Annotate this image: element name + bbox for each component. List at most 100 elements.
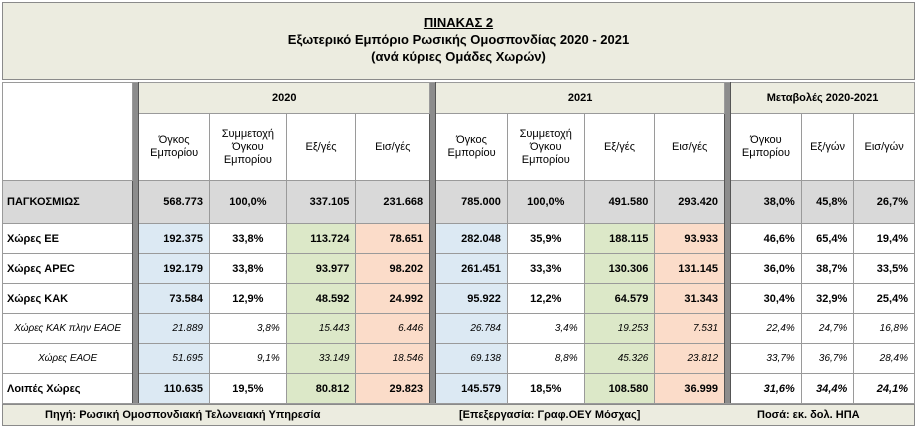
cell-volume-2021: 26.784 — [435, 313, 508, 344]
cell-imports-change: 28,4% — [853, 343, 915, 374]
table-row: Χώρες APEC 192.179 33,8% 93.977 98.202 2… — [1, 253, 915, 284]
cell-imports-2021: 31.343 — [654, 283, 726, 314]
table-row: Χώρες ΕΕ 192.375 33,8% 113.724 78.651 28… — [1, 223, 915, 254]
cell-exports-change: 38,7% — [800, 253, 855, 284]
cell-volume-2021: 261.451 — [435, 253, 508, 284]
cell-exports-2021: 64.579 — [583, 283, 656, 314]
cell-volume-change: 36,0% — [730, 253, 802, 284]
col-volume-2020: Όγκος Εμπορίου — [138, 113, 210, 181]
cell-volume-2020: 110.635 — [138, 373, 210, 404]
cell-volume-2021: 95.922 — [435, 283, 508, 314]
cell-imports-2021: 293.420 — [654, 180, 726, 224]
cell-volume-change: 31,6% — [730, 373, 802, 404]
cell-exports-2020: 48.592 — [285, 283, 357, 314]
col-imports-2020: Εισ/γές — [355, 113, 431, 181]
col-imports-2021: Εισ/γές — [654, 113, 726, 181]
cell-imports-2020: 98.202 — [355, 253, 431, 284]
col-volume-2021: Όγκος Εμπορίου — [435, 113, 508, 181]
cell-volume-change: 38,0% — [730, 180, 802, 224]
cell-imports-change: 33,5% — [853, 253, 915, 284]
cell-share-2021: 18,5% — [506, 373, 585, 404]
cell-share-2021: 3,4% — [506, 313, 585, 344]
table-row: Λοιπές Χώρες 110.635 19,5% 80.812 29.823… — [1, 373, 915, 404]
row-label: Χώρες APEC — [1, 253, 134, 284]
cell-exports-change: 36,7% — [800, 343, 855, 374]
cell-exports-change: 34,4% — [800, 373, 855, 404]
cell-imports-2021: 23.812 — [654, 343, 726, 374]
cell-imports-2020: 78.651 — [355, 223, 431, 254]
row-label: Λοιπές Χώρες — [1, 373, 134, 404]
cell-volume-change: 22,4% — [730, 313, 802, 344]
cell-imports-change: 16,8% — [853, 313, 915, 344]
cell-imports-2021: 7.531 — [654, 313, 726, 344]
cell-imports-2021: 36.999 — [654, 373, 726, 404]
table-row: Χώρες ΕΑΟΕ 51.695 9,1% 33.149 18.546 69.… — [1, 343, 915, 374]
cell-exports-change: 24,7% — [800, 313, 855, 344]
table-number: ΠΙΝΑΚΑΣ 2 — [423, 15, 494, 30]
cell-share-2020: 12,9% — [209, 283, 287, 314]
cell-volume-2021: 69.138 — [435, 343, 508, 374]
cell-share-2021: 8,8% — [506, 343, 585, 374]
column-separator — [724, 82, 732, 404]
cell-exports-2021: 130.306 — [583, 253, 656, 284]
cell-volume-2020: 51.695 — [138, 343, 210, 374]
cell-share-2020: 3,8% — [209, 313, 287, 344]
cell-imports-change: 25,4% — [853, 283, 915, 314]
col-share-2021: Συμμετοχή Όγκου Εμπορίου — [506, 113, 585, 181]
table-title-box: ΠΙΝΑΚΑΣ 2 Εξωτερικό Εμπόριο Ρωσικής Ομοσ… — [2, 2, 915, 80]
cell-share-2020: 19,5% — [209, 373, 287, 404]
cell-exports-2020: 15.443 — [285, 313, 357, 344]
year-header-row: 2020 2021 Μεταβολές 2020-2021 — [1, 82, 915, 404]
col-imports-change: Εισ/γών — [853, 113, 915, 181]
cell-exports-2021: 188.115 — [583, 223, 656, 254]
col-exports-2021: Εξ/γές — [583, 113, 656, 181]
cell-share-2021: 100,0% — [506, 180, 585, 224]
col-exports-change: Εξ/γών — [800, 113, 855, 181]
table-row: ΠΑΓΚΟΣΜΙΩΣ 568.773 100,0% 337.105 231.66… — [1, 180, 915, 224]
cell-exports-change: 65,4% — [800, 223, 855, 254]
cell-volume-2021: 145.579 — [435, 373, 508, 404]
table-footer: Πηγή: Ρωσική Ομοσπονδιακή Τελωνειακή Υπη… — [2, 404, 915, 426]
trade-table: 2020 2021 Μεταβολές 2020-2021 Όγκος Εμπο… — [1, 82, 915, 404]
cell-share-2020: 100,0% — [209, 180, 287, 224]
cell-share-2021: 12,2% — [506, 283, 585, 314]
source-note: Πηγή: Ρωσική Ομοσπονδιακή Τελωνειακή Υπη… — [45, 409, 321, 421]
cell-volume-2020: 21.889 — [138, 313, 210, 344]
year-2020-header: 2020 — [138, 82, 431, 114]
cell-exports-2020: 33.149 — [285, 343, 357, 374]
cell-exports-change: 45,8% — [800, 180, 855, 224]
cell-exports-2020: 337.105 — [285, 180, 357, 224]
column-separator — [429, 82, 437, 404]
cell-imports-change: 19,4% — [853, 223, 915, 254]
row-label: Χώρες ΚΑΚ — [1, 283, 134, 314]
cell-exports-2020: 80.812 — [285, 373, 357, 404]
cell-exports-2020: 113.724 — [285, 223, 357, 254]
cell-exports-2021: 108.580 — [583, 373, 656, 404]
col-volume-change: Όγκου Εμπορίου — [730, 113, 802, 181]
cell-volume-2021: 282.048 — [435, 223, 508, 254]
col-share-2020: Συμμετοχή Όγκου Εμπορίου — [209, 113, 287, 181]
cell-exports-2020: 93.977 — [285, 253, 357, 284]
cell-share-2020: 33,8% — [209, 223, 287, 254]
row-label: Χώρες ΕΕ — [1, 223, 134, 254]
table-row: Χώρες ΚΑΚ 73.584 12,9% 48.592 24.992 95.… — [1, 283, 915, 314]
row-label: Χώρες ΕΑΟΕ — [1, 343, 134, 374]
cell-exports-2021: 19.253 — [583, 313, 656, 344]
cell-imports-change: 24,1% — [853, 373, 915, 404]
cell-share-2020: 33,8% — [209, 253, 287, 284]
cell-imports-2021: 131.145 — [654, 253, 726, 284]
cell-volume-change: 33,7% — [730, 343, 802, 374]
column-header-row: Όγκος Εμπορίου Συμμετοχή Όγκου Εμπορίου … — [3, 113, 915, 181]
table-title: Εξωτερικό Εμπόριο Ρωσικής Ομοσπονδίας 20… — [287, 32, 630, 47]
col-exports-2020: Εξ/γές — [285, 113, 357, 181]
cell-volume-change: 46,6% — [730, 223, 802, 254]
cell-exports-2021: 491.580 — [583, 180, 656, 224]
cell-share-2021: 33,3% — [506, 253, 585, 284]
column-separator — [132, 82, 140, 404]
cell-volume-2020: 192.179 — [138, 253, 210, 284]
cell-imports-2020: 6.446 — [355, 313, 431, 344]
processing-note: [Επεξεργασία: Γραφ.ΟΕΥ Μόσχας] — [459, 409, 641, 421]
corner-cell — [1, 82, 134, 181]
cell-volume-2020: 568.773 — [138, 180, 210, 224]
cell-exports-change: 32,9% — [800, 283, 855, 314]
